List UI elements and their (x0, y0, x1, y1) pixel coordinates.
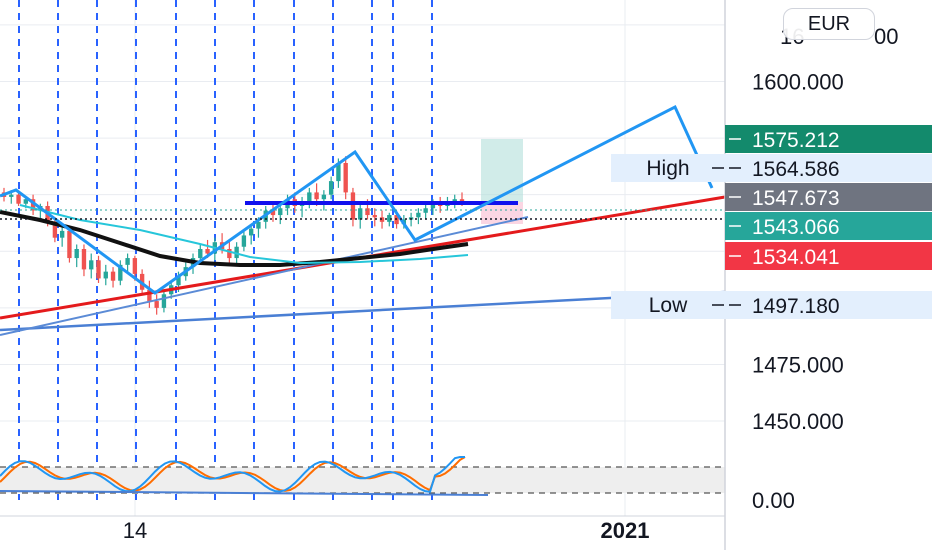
teal-curve[interactable] (19, 204, 469, 265)
price-axis-ticks[interactable]: 1600.000 1475.000 1450.000 (752, 69, 844, 434)
candle-body (387, 215, 392, 222)
price-label-name: High (646, 157, 689, 180)
candle-body (365, 208, 370, 216)
candle-body (328, 181, 334, 195)
price-label-box (725, 242, 932, 270)
price-label-value: 1534.041 (752, 246, 840, 269)
candle-body (30, 199, 36, 211)
candle-body (198, 249, 203, 259)
candle-body (9, 194, 14, 197)
target-zone (481, 139, 523, 202)
candle-body (227, 249, 232, 259)
candle-body (459, 199, 465, 202)
price-label-tag (611, 154, 725, 182)
candle-body (132, 258, 138, 274)
candle-body (118, 264, 123, 281)
stochastic-pane[interactable] (0, 456, 725, 496)
currency-button[interactable]: EUR (783, 8, 875, 40)
stop-zone (481, 202, 523, 224)
price-label-box (725, 212, 932, 240)
price-labels: 1575.212 High 1564.586 1547.673 1543.066 1534… (611, 125, 932, 319)
candles (1, 156, 465, 315)
time-tick: 2021 (601, 518, 650, 543)
candle-body (110, 271, 116, 281)
candle-body (103, 271, 108, 279)
stoch-band-fill (0, 467, 725, 493)
time-axis-ticks[interactable]: 14 2021 (123, 518, 650, 543)
price-label-value: 1543.066 (752, 216, 840, 239)
candle-body (176, 276, 181, 286)
candle-body (423, 208, 428, 213)
candle-body (241, 235, 247, 247)
price-tick: 1450.000 (752, 409, 844, 434)
candle-body (125, 258, 130, 265)
candle-body (67, 230, 72, 259)
candle-body (379, 217, 385, 222)
support-line[interactable] (0, 290, 726, 332)
candle-body (205, 249, 210, 254)
candle-body (248, 228, 254, 236)
candle-body (314, 192, 319, 200)
price-label-value: 1564.586 (752, 158, 840, 181)
zigzag-pattern[interactable] (0, 104, 714, 295)
drawings[interactable] (0, 104, 726, 336)
candle-body (256, 221, 261, 229)
candle-body (336, 162, 341, 182)
candle-body (52, 221, 58, 238)
candle-body (452, 199, 457, 202)
candle-body (147, 289, 152, 302)
candle-body (74, 249, 79, 259)
candle-body (96, 260, 101, 279)
candle-body (372, 215, 377, 218)
candle-body (278, 208, 283, 216)
price-label-value: 1497.180 (752, 295, 840, 318)
candle-body (89, 260, 94, 270)
stoch-k-line (0, 456, 465, 493)
candle-body (350, 192, 356, 220)
stoch-trend-line (0, 490, 489, 496)
price-tick: 1600.000 (752, 69, 844, 94)
stoch-d-line (0, 456, 466, 492)
candle-body (234, 246, 239, 259)
candle-body (154, 301, 159, 308)
candle-body (307, 192, 312, 202)
top-cut-tick-right: 00 (874, 24, 898, 49)
sma-line[interactable] (0, 210, 469, 267)
candle-body (16, 194, 21, 204)
price-label-box (725, 154, 932, 182)
price-label-box (725, 183, 932, 211)
price-label-value: 1575.212 (752, 129, 840, 152)
candle-body (430, 203, 436, 209)
candle-body (270, 210, 276, 216)
price-label-box (725, 125, 932, 153)
candle-body (321, 194, 327, 200)
time-tick: 14 (123, 518, 147, 543)
price-label-box (725, 291, 932, 319)
candle-body (343, 162, 348, 193)
price-tick: 1475.000 (752, 352, 844, 377)
price-label-name: Low (649, 294, 688, 317)
candle-body (161, 294, 167, 308)
stoch-bottom-tick: 0.00 (752, 488, 795, 513)
candle-body (59, 230, 65, 238)
channel-lower[interactable] (0, 216, 529, 336)
candle-body (23, 199, 28, 204)
candle-body (358, 208, 363, 220)
candle-body (81, 249, 87, 270)
long-position-tool[interactable] (481, 139, 523, 224)
price-label-tag (611, 291, 725, 319)
candle-body (416, 212, 421, 218)
price-label-value: 1547.673 (752, 187, 840, 210)
axes (0, 0, 726, 550)
